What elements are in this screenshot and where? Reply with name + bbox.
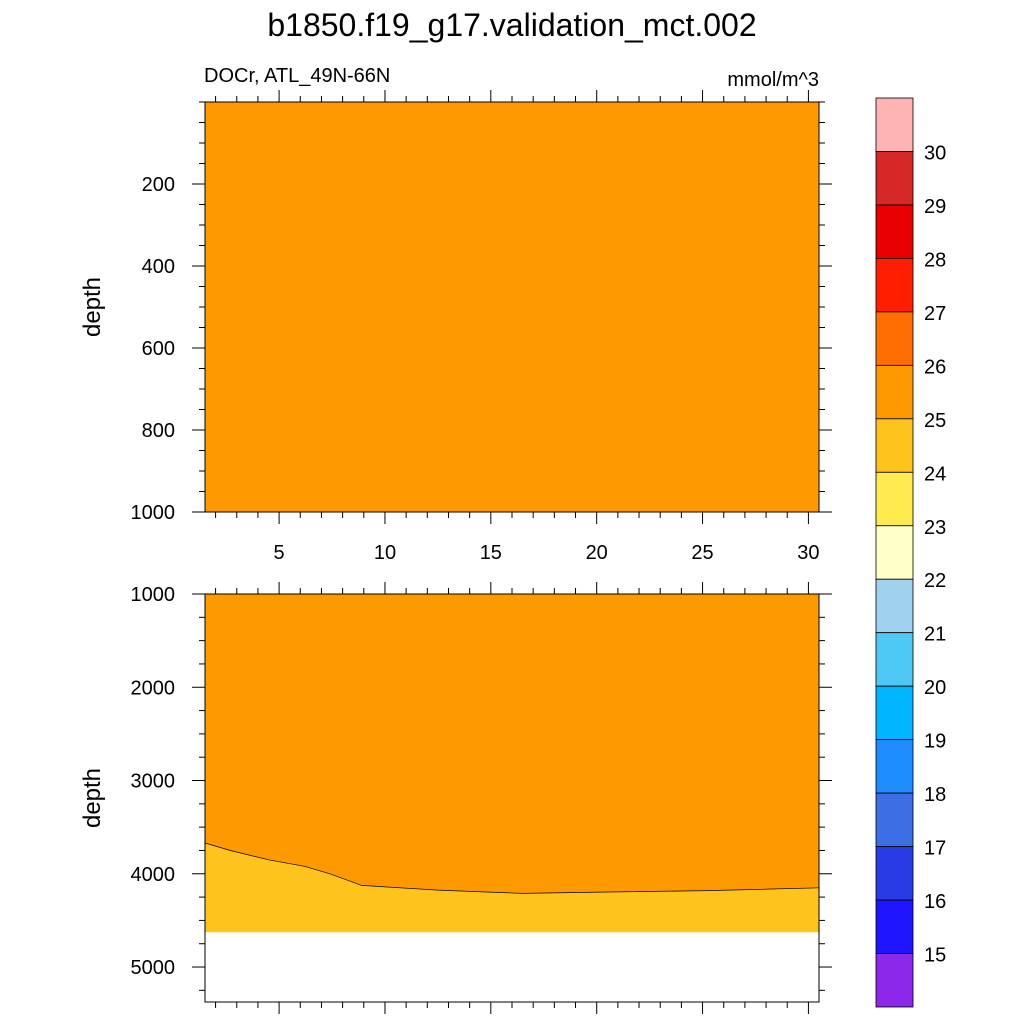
colorbar-swatch bbox=[875, 899, 914, 954]
colorbar-swatch bbox=[875, 204, 914, 259]
colorbar-label: 18 bbox=[924, 784, 946, 806]
colorbar-swatch bbox=[875, 685, 914, 741]
figure-title: b1850.f19_g17.validation_mct.002 bbox=[267, 7, 756, 43]
y-tick-label: 1000 bbox=[131, 584, 176, 606]
y-tick-label: 5000 bbox=[131, 957, 176, 979]
contour-line-24-25 bbox=[204, 842, 820, 894]
colorbar-label: 27 bbox=[924, 303, 946, 325]
colorbar-label: 16 bbox=[924, 891, 946, 913]
colorbar-swatch bbox=[875, 846, 914, 901]
colorbar-label: 22 bbox=[924, 570, 946, 592]
colorbar-swatch bbox=[875, 418, 914, 473]
colorbar-swatch bbox=[875, 632, 914, 687]
colorbar-swatch bbox=[875, 364, 914, 420]
colorbar-label: 23 bbox=[924, 517, 946, 539]
x-tick-label: 5 bbox=[274, 542, 285, 564]
y-tick-label: 800 bbox=[142, 420, 175, 442]
y-tick-label: 1000 bbox=[131, 502, 176, 524]
colorbar-swatch bbox=[875, 953, 914, 1008]
colorbar-label: 15 bbox=[924, 945, 946, 967]
y-axis-label: depth bbox=[79, 277, 106, 337]
colorbar-swatch bbox=[875, 258, 914, 313]
colorbar-label: 24 bbox=[924, 463, 946, 485]
colorbar-label: 25 bbox=[924, 410, 946, 432]
x-tick-label: 10 bbox=[374, 542, 396, 564]
contour-fill-25-26 bbox=[205, 594, 819, 933]
colorbar: 30 29 28 27 26 25 24 23 22 21 20 19 18 17 16 15 bbox=[875, 97, 946, 1008]
colorbar-label: 17 bbox=[924, 838, 946, 860]
colorbar-label: 26 bbox=[924, 356, 946, 378]
upper-panel: 200 400 600 800 1000 5 10 15 20 25 30 depth bbox=[79, 90, 832, 564]
colorbar-swatch bbox=[875, 311, 914, 366]
y-tick-label: 3000 bbox=[131, 771, 176, 793]
lower-panel: 1000 2000 3000 4000 5000 depth bbox=[79, 582, 832, 1014]
colorbar-swatch bbox=[875, 578, 914, 634]
contour-fill-24-25 bbox=[205, 843, 819, 933]
units-label: mmol/m^3 bbox=[727, 69, 819, 91]
colorbar-label: 28 bbox=[924, 249, 946, 271]
colorbar-label: 29 bbox=[924, 196, 946, 218]
colorbar-label: 30 bbox=[924, 142, 946, 164]
x-tick-label: 25 bbox=[691, 542, 713, 564]
x-tick-label: 15 bbox=[480, 542, 502, 564]
colorbar-swatch bbox=[875, 471, 914, 527]
x-tick-label: 20 bbox=[586, 542, 608, 564]
colorbar-label: 20 bbox=[924, 677, 946, 699]
y-tick-label: 2000 bbox=[131, 677, 176, 699]
colorbar-label: 21 bbox=[924, 624, 946, 646]
y-axis-label: depth bbox=[79, 768, 106, 828]
y-tick-label: 400 bbox=[142, 256, 175, 278]
colorbar-swatch bbox=[875, 739, 914, 794]
y-tick-label: 4000 bbox=[131, 864, 176, 886]
contour-fill-25-26 bbox=[205, 102, 819, 512]
variable-label: DOCr, ATL_49N-66N bbox=[204, 65, 390, 87]
colorbar-label: 19 bbox=[924, 731, 946, 753]
colorbar-swatch bbox=[875, 525, 914, 580]
y-tick-label: 600 bbox=[142, 338, 175, 360]
colorbar-swatch bbox=[875, 792, 914, 847]
colorbar-swatch bbox=[875, 151, 914, 206]
x-tick-label: 30 bbox=[797, 542, 819, 564]
y-tick-label: 200 bbox=[142, 174, 175, 196]
colorbar-swatch bbox=[875, 97, 914, 152]
